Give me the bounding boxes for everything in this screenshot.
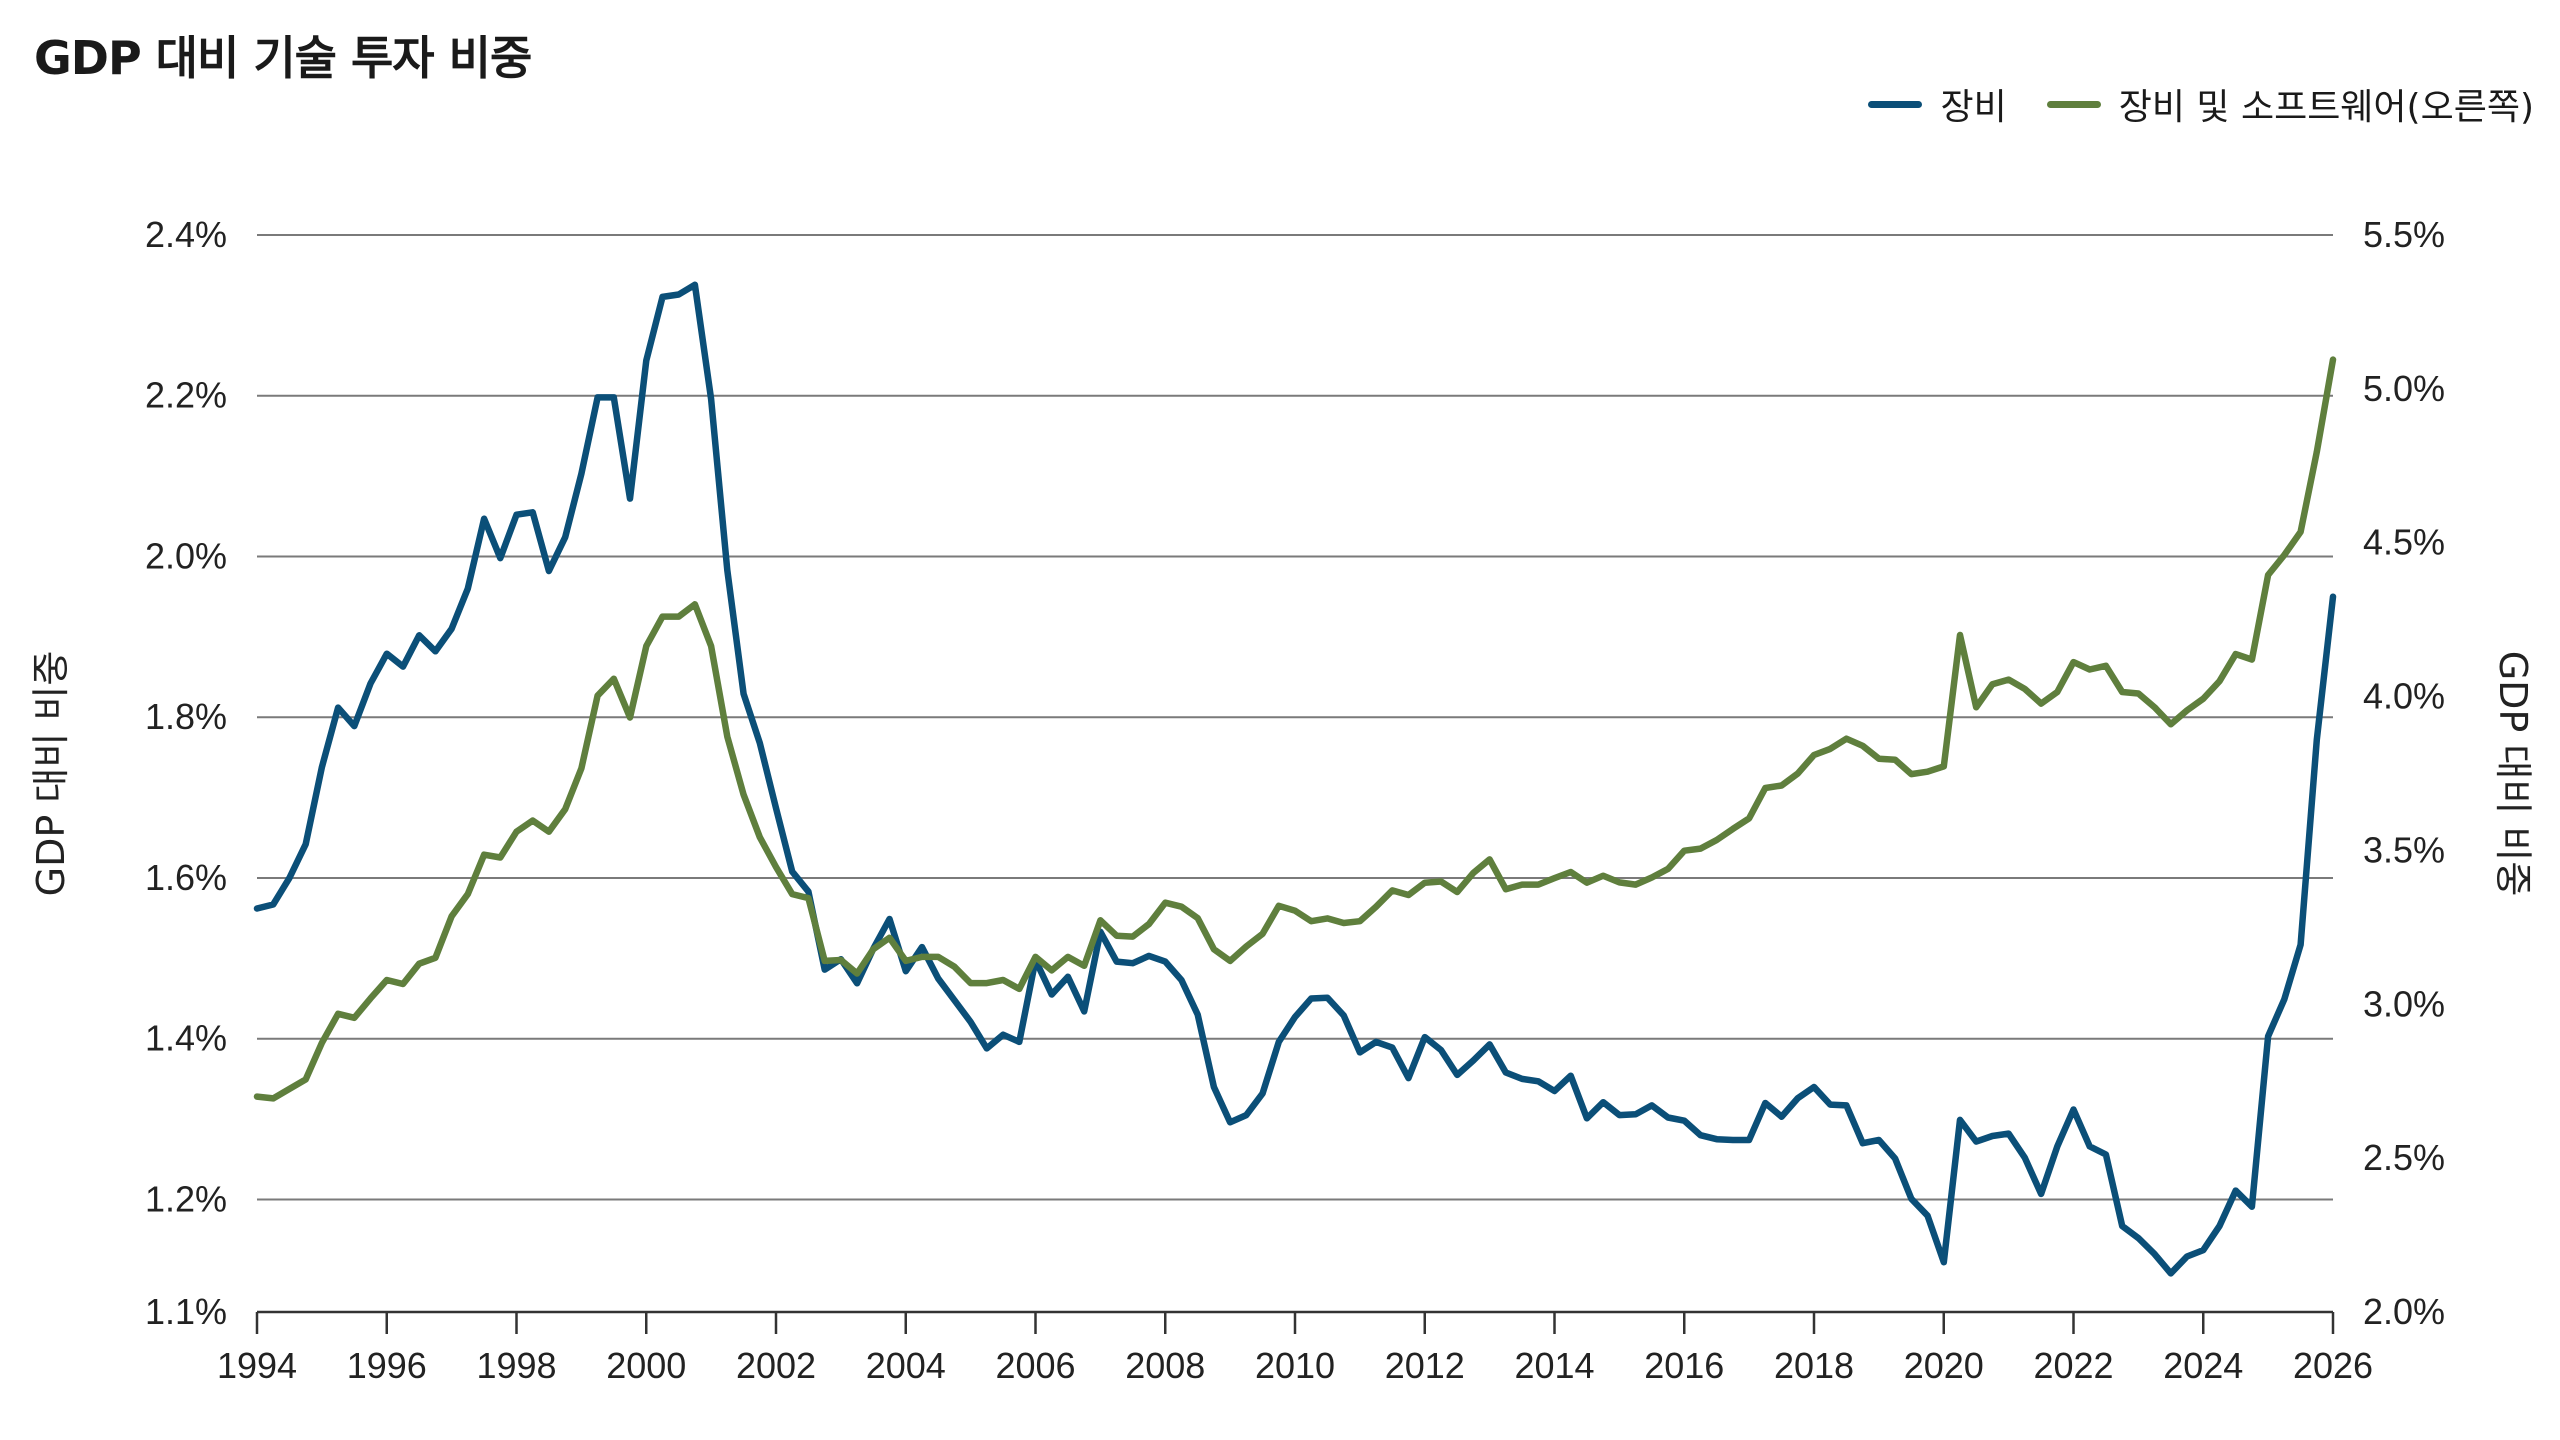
legend-item-equipment: 장비 [1868,78,2007,130]
left-tick-label: 1.8% [145,696,227,737]
x-tick-label: 2024 [2163,1345,2243,1386]
left-tick-label: 2.4% [145,214,227,255]
x-tick-label: 2020 [1904,1345,1984,1386]
x-tick-label: 2022 [2033,1345,2113,1386]
legend-item-equipment-software: 장비 및 소프트웨어(오른쪽) [2046,78,2534,130]
legend-swatch-equipment [1868,100,1923,108]
series-line-equipment-software [253,356,2337,1102]
x-tick-label: 2002 [736,1345,816,1386]
left-tick-label: 1.6% [145,857,227,898]
x-tick-label: 2018 [1774,1345,1854,1386]
left-tick-label: 2.2% [145,375,227,416]
left-axis-title: GDP 대비 비중 [29,651,73,897]
left-tick-label: 1.4% [145,1018,227,1059]
legend-swatch-equipment-software [2046,100,2101,108]
x-tick-label: 2004 [866,1345,946,1386]
x-tick-label: 2006 [995,1345,1075,1386]
x-tick-label: 2008 [1125,1345,1205,1386]
right-tick-label: 4.0% [2363,676,2445,717]
right-tick-label: 3.0% [2363,983,2445,1024]
right-tick-label: 5.0% [2363,368,2445,409]
left-tick-label: 2.0% [145,535,227,576]
series-line-equipment [253,281,2337,1277]
left-tick-label: 1.1% [145,1291,227,1332]
right-tick-label: 5.5% [2363,214,2445,255]
legend-label-equipment-software: 장비 및 소프트웨어(오른쪽) [2118,87,2534,128]
x-tick-label: 1996 [347,1345,427,1386]
x-tick-label: 1998 [476,1345,556,1386]
right-tick-label: 3.5% [2363,829,2445,870]
x-tick-label: 1994 [217,1345,297,1386]
chart-title: GDP 대비 기술 투자 비중 [34,31,532,85]
right-tick-label: 4.5% [2363,522,2445,563]
right-axis-title: GDP 대비 비중 [2491,651,2535,897]
legend: 장비 장비 및 소프트웨어(오른쪽) [1868,78,2534,130]
right-tick-label: 2.0% [2363,1291,2445,1332]
legend-label-equipment: 장비 [1940,87,2007,128]
right-tick-label: 2.5% [2363,1137,2445,1178]
x-tick-label: 2012 [1385,1345,1465,1386]
x-tick-label: 2014 [1514,1345,1594,1386]
x-tick-label: 2026 [2293,1345,2373,1386]
x-tick-label: 2010 [1255,1345,1335,1386]
x-tick-label: 2000 [606,1345,686,1386]
left-tick-label: 1.2% [145,1178,227,1219]
x-tick-label: 2016 [1644,1345,1724,1386]
